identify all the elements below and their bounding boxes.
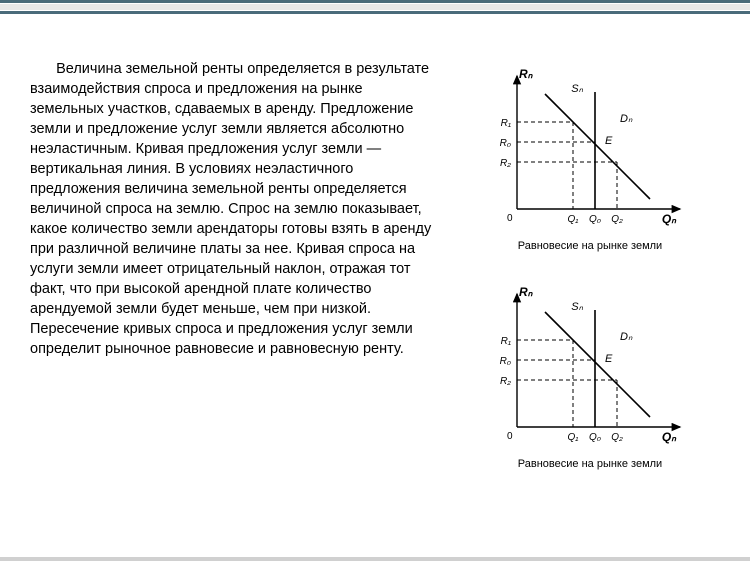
svg-text:Dₙ: Dₙ xyxy=(620,113,633,125)
bottom-border xyxy=(0,557,750,561)
svg-text:R₂: R₂ xyxy=(500,158,511,169)
equilibrium-chart-2: Rₙ Qₙ 0 R₁ R₀ R₂ Q₁ Q₀ Q₂ Sₙ Dₙ E xyxy=(485,282,695,452)
svg-text:Sₙ: Sₙ xyxy=(571,83,583,95)
svg-text:R₂: R₂ xyxy=(500,376,511,387)
svg-text:Sₙ: Sₙ xyxy=(571,301,583,313)
svg-text:Rₙ: Rₙ xyxy=(519,285,534,299)
svg-text:Rₙ: Rₙ xyxy=(519,67,534,81)
svg-text:Q₀: Q₀ xyxy=(589,432,601,443)
svg-text:Q₁: Q₁ xyxy=(568,432,579,443)
svg-text:R₁: R₁ xyxy=(501,118,511,129)
svg-text:Q₂: Q₂ xyxy=(611,214,623,225)
svg-text:R₀: R₀ xyxy=(500,138,511,149)
svg-text:Dₙ: Dₙ xyxy=(620,331,633,343)
svg-text:E: E xyxy=(605,135,613,147)
svg-text:Q₁: Q₁ xyxy=(568,214,579,225)
body-paragraph: Величина земельной ренты определяется в … xyxy=(30,59,440,359)
svg-text:Qₙ: Qₙ xyxy=(662,430,677,444)
content-area: Величина земельной ренты определяется в … xyxy=(0,14,750,490)
top-border xyxy=(0,0,750,14)
svg-text:R₀: R₀ xyxy=(500,356,511,367)
svg-text:E: E xyxy=(605,353,613,365)
chart-bottom: Rₙ Qₙ 0 R₁ R₀ R₂ Q₁ Q₀ Q₂ Sₙ Dₙ E Равновесие на рын… xyxy=(450,282,730,470)
svg-text:Q₀: Q₀ xyxy=(589,214,601,225)
svg-text:R₁: R₁ xyxy=(501,336,511,347)
chart-caption-2: Равновесие на рынке земли xyxy=(518,458,662,470)
chart-caption-1: Равновесие на рынке земли xyxy=(518,240,662,252)
svg-text:0: 0 xyxy=(507,213,513,224)
chart-top: Rₙ Qₙ 0 R₁ R₀ R₂ Q₁ Q₀ Q₂ Sₙ Dₙ E Равновесие на рын… xyxy=(450,64,730,252)
svg-text:0: 0 xyxy=(507,431,513,442)
svg-text:Q₂: Q₂ xyxy=(611,432,623,443)
body-text: Величина земельной ренты определяется в … xyxy=(30,59,440,470)
svg-text:Qₙ: Qₙ xyxy=(662,212,677,226)
charts-column: Rₙ Qₙ 0 R₁ R₀ R₂ Q₁ Q₀ Q₂ Sₙ Dₙ E Равновесие на рын… xyxy=(450,59,730,470)
equilibrium-chart-1: Rₙ Qₙ 0 R₁ R₀ R₂ Q₁ Q₀ Q₂ Sₙ Dₙ E xyxy=(485,64,695,234)
